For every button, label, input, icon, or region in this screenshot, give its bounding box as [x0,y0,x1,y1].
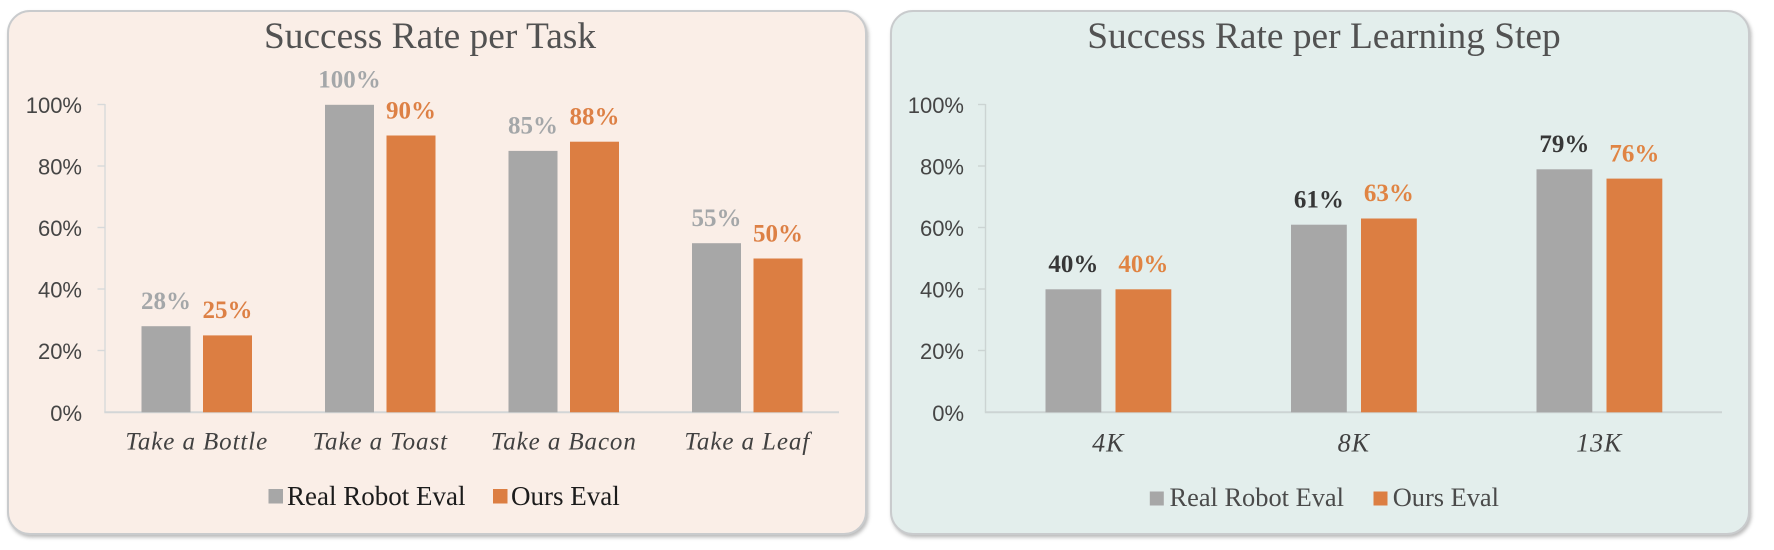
svg-text:40%: 40% [38,278,82,303]
svg-text:60%: 60% [38,216,82,241]
svg-text:40%: 40% [1048,251,1098,278]
svg-text:63%: 63% [1364,180,1414,207]
svg-text:88%: 88% [570,104,620,131]
svg-text:Real Robot Eval: Real Robot Eval [287,481,465,511]
svg-text:Real Robot Eval: Real Robot Eval [1170,482,1344,512]
svg-text:80%: 80% [920,155,964,180]
svg-text:100%: 100% [26,93,82,118]
svg-text:61%: 61% [1294,186,1344,213]
svg-text:0%: 0% [932,401,964,426]
svg-text:28%: 28% [141,288,191,315]
svg-text:90%: 90% [386,97,436,124]
svg-text:Take a Leaf: Take a Leaf [684,429,812,456]
svg-text:60%: 60% [920,216,964,241]
svg-text:76%: 76% [1609,140,1659,167]
svg-text:Take a Bacon: Take a Bacon [491,429,637,456]
svg-text:40%: 40% [1118,251,1168,278]
svg-text:0%: 0% [50,401,82,426]
svg-text:Ours Eval: Ours Eval [1393,482,1499,512]
svg-text:Take a Toast: Take a Toast [313,429,449,456]
svg-text:13K: 13K [1576,429,1623,458]
svg-text:50%: 50% [753,220,803,247]
svg-text:Take a Bottle: Take a Bottle [125,429,268,456]
svg-text:25%: 25% [203,297,253,324]
svg-text:20%: 20% [920,339,964,364]
svg-text:79%: 79% [1539,131,1589,158]
svg-text:8K: 8K [1338,429,1371,458]
svg-text:Success Rate per Task: Success Rate per Task [264,16,596,57]
svg-text:Ours Eval: Ours Eval [511,481,620,511]
svg-text:100%: 100% [318,67,381,94]
svg-text:100%: 100% [908,93,964,118]
svg-text:20%: 20% [38,339,82,364]
svg-text:Success Rate per Learning Step: Success Rate per Learning Step [1087,16,1560,57]
svg-text:40%: 40% [920,278,964,303]
svg-text:80%: 80% [38,155,82,180]
svg-text:4K: 4K [1092,429,1125,458]
svg-text:85%: 85% [508,113,558,140]
svg-text:55%: 55% [692,205,742,232]
